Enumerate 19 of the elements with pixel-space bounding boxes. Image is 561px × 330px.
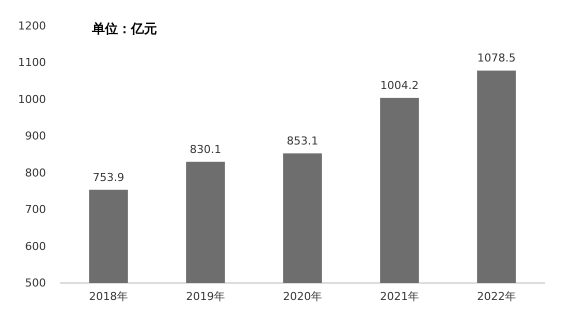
chart-title: 单位：亿元: [91, 21, 157, 37]
data-label: 830.1: [190, 142, 222, 156]
y-tick-label: 600: [25, 240, 46, 253]
x-tick-label: 2021年: [380, 290, 419, 303]
x-tick-label: 2020年: [283, 290, 322, 303]
y-tick-label: 800: [25, 166, 46, 180]
x-tick-label: 2019年: [186, 290, 225, 303]
y-tick-label: 1000: [18, 92, 46, 106]
x-tick-label: 2018年: [89, 290, 128, 303]
data-label: 853.1: [286, 134, 318, 148]
y-tick-label: 500: [25, 276, 46, 290]
y-tick-label: 1200: [18, 20, 46, 33]
x-tick-label: 2022年: [477, 290, 516, 303]
y-tick-label: 700: [25, 203, 46, 216]
y-tick-label: 900: [25, 130, 46, 143]
data-label: 1078.5: [477, 52, 516, 65]
data-label: 753.9: [92, 170, 124, 184]
y-tick-label: 1100: [18, 56, 46, 70]
data-label: 1004.2: [380, 78, 419, 92]
